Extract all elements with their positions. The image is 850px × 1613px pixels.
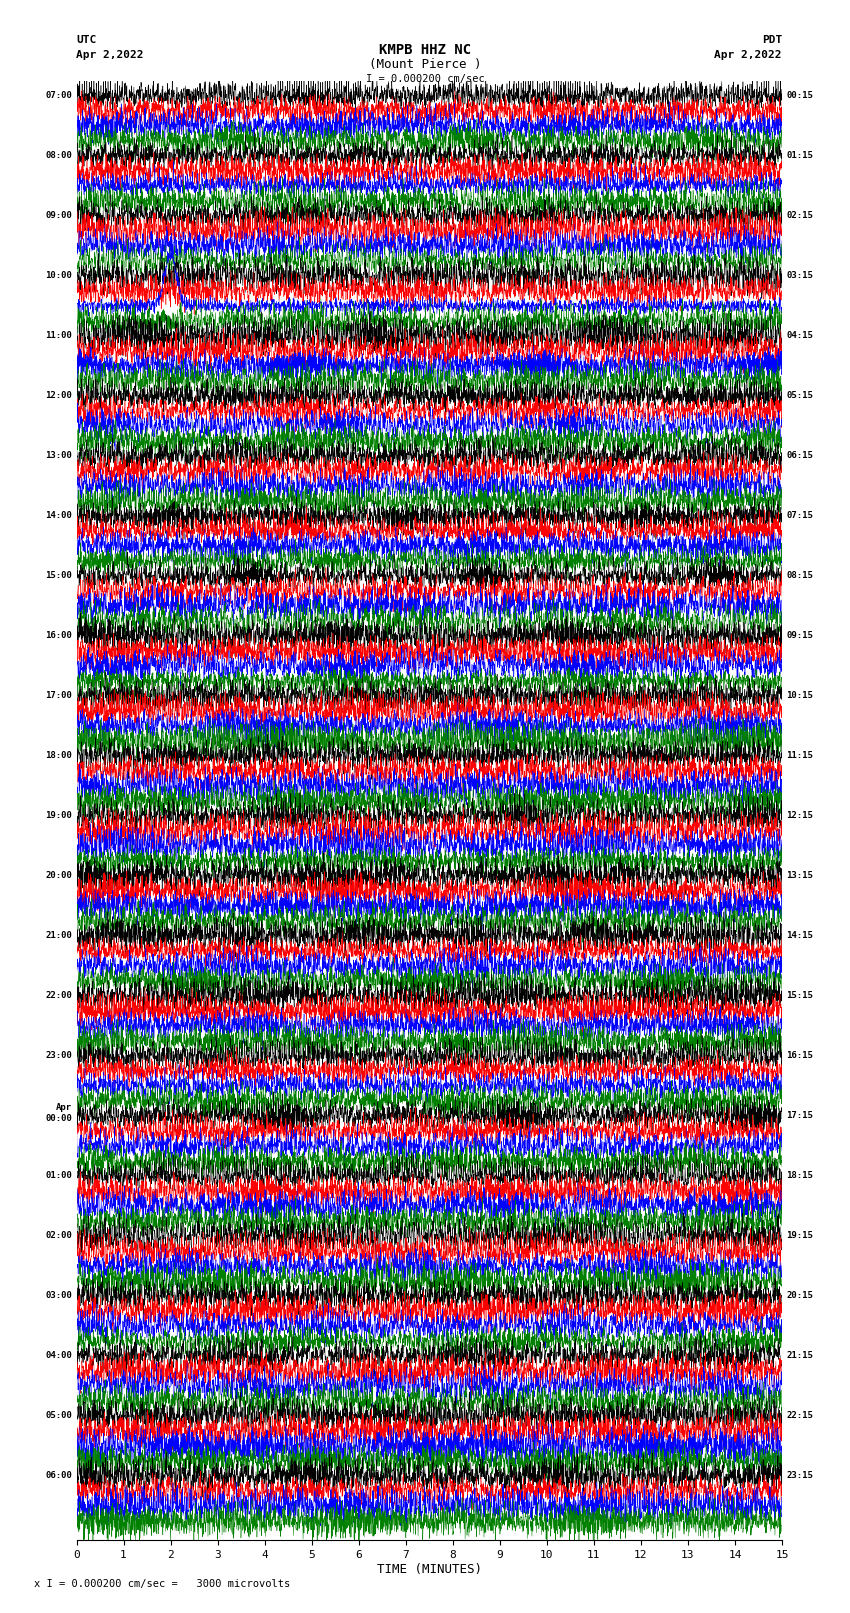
Text: 01:15: 01:15 (786, 152, 813, 160)
Text: 22:00: 22:00 (45, 992, 72, 1000)
Text: Apr: Apr (56, 1103, 72, 1111)
Text: 05:15: 05:15 (786, 392, 813, 400)
Text: 16:15: 16:15 (786, 1052, 813, 1060)
Text: KMPB HHZ NC: KMPB HHZ NC (379, 44, 471, 56)
Text: Apr 2,2022: Apr 2,2022 (715, 50, 782, 60)
Text: 22:15: 22:15 (786, 1411, 813, 1421)
Text: 23:00: 23:00 (45, 1052, 72, 1060)
Text: 17:00: 17:00 (45, 692, 72, 700)
Text: 08:00: 08:00 (45, 152, 72, 160)
Text: (Mount Pierce ): (Mount Pierce ) (369, 58, 481, 71)
Text: 12:15: 12:15 (786, 811, 813, 821)
Text: 00:15: 00:15 (786, 92, 813, 100)
Text: 06:15: 06:15 (786, 452, 813, 460)
Text: 07:00: 07:00 (45, 92, 72, 100)
Text: 11:00: 11:00 (45, 331, 72, 340)
Text: 06:00: 06:00 (45, 1471, 72, 1481)
Text: 03:15: 03:15 (786, 271, 813, 281)
Text: 14:15: 14:15 (786, 931, 813, 940)
Text: 01:00: 01:00 (45, 1171, 72, 1181)
Text: 19:15: 19:15 (786, 1231, 813, 1240)
Text: UTC: UTC (76, 35, 97, 45)
Text: 18:15: 18:15 (786, 1171, 813, 1181)
Text: 20:15: 20:15 (786, 1292, 813, 1300)
Text: 23:15: 23:15 (786, 1471, 813, 1481)
Text: 02:00: 02:00 (45, 1231, 72, 1240)
Text: 14:00: 14:00 (45, 511, 72, 521)
Text: 18:00: 18:00 (45, 752, 72, 760)
Text: 04:00: 04:00 (45, 1352, 72, 1360)
Text: 10:15: 10:15 (786, 692, 813, 700)
X-axis label: TIME (MINUTES): TIME (MINUTES) (377, 1563, 482, 1576)
Text: 16:00: 16:00 (45, 631, 72, 640)
Text: 21:15: 21:15 (786, 1352, 813, 1360)
Text: 17:15: 17:15 (786, 1111, 813, 1121)
Text: 00:00: 00:00 (45, 1115, 72, 1123)
Text: 13:00: 13:00 (45, 452, 72, 460)
Text: I = 0.000200 cm/sec: I = 0.000200 cm/sec (366, 74, 484, 84)
Text: 05:00: 05:00 (45, 1411, 72, 1421)
Text: 09:15: 09:15 (786, 631, 813, 640)
Text: 10:00: 10:00 (45, 271, 72, 281)
Text: 02:15: 02:15 (786, 211, 813, 221)
Text: 12:00: 12:00 (45, 392, 72, 400)
Text: 04:15: 04:15 (786, 331, 813, 340)
Text: x I = 0.000200 cm/sec =   3000 microvolts: x I = 0.000200 cm/sec = 3000 microvolts (34, 1579, 290, 1589)
Text: 07:15: 07:15 (786, 511, 813, 521)
Text: 20:00: 20:00 (45, 871, 72, 881)
Text: 19:00: 19:00 (45, 811, 72, 821)
Text: 03:00: 03:00 (45, 1292, 72, 1300)
Text: 15:15: 15:15 (786, 992, 813, 1000)
Text: 08:15: 08:15 (786, 571, 813, 581)
Text: 11:15: 11:15 (786, 752, 813, 760)
Text: PDT: PDT (762, 35, 782, 45)
Text: 09:00: 09:00 (45, 211, 72, 221)
Text: 13:15: 13:15 (786, 871, 813, 881)
Text: 15:00: 15:00 (45, 571, 72, 581)
Text: 21:00: 21:00 (45, 931, 72, 940)
Text: Apr 2,2022: Apr 2,2022 (76, 50, 144, 60)
